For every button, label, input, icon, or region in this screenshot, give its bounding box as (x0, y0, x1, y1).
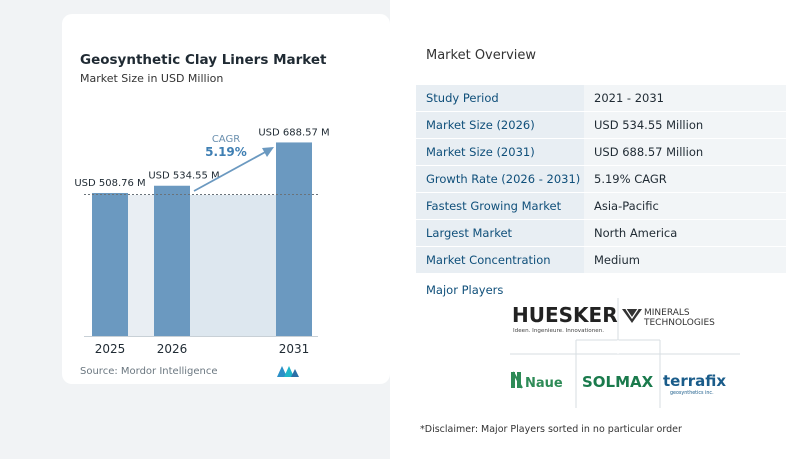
cagr-label: CAGR (212, 134, 240, 145)
projection-area (190, 194, 276, 336)
overview-key: Study Period (416, 85, 584, 111)
minerals-technologies-logo-icon (622, 309, 642, 323)
major-players-logos: HUESKER Ideen. Ingenieure. Innovationen.… (510, 298, 740, 408)
category-label: 2031 (279, 342, 310, 356)
category-label: 2026 (157, 342, 188, 356)
overview-row: Market Size (2026) USD 534.55 Million (416, 111, 786, 138)
naue-logo: Naue (525, 376, 563, 391)
overview-key: Market Concentration (416, 247, 584, 273)
overview-table: Study Period 2021 - 2031 Market Size (2026… (416, 84, 786, 273)
terrafix-tagline: geosynthetics inc. (670, 390, 714, 396)
data-label: USD 688.57 M (258, 127, 329, 138)
bar-2026 (154, 185, 190, 336)
overview-value: 5.19% CAGR (584, 166, 786, 192)
overview-row: Market Size (2031) USD 688.57 Million (416, 138, 786, 165)
left-panel: USD 508.76 M USD 534.55 M USD 688.57 M 2025… (0, 0, 390, 459)
overview-value: 2021 - 2031 (584, 85, 786, 111)
overview-row: Growth Rate (2026 - 2031) 5.19% CAGR (416, 165, 786, 192)
chart-title: Geosynthetic Clay Liners Market (80, 52, 327, 68)
huesker-logo: HUESKER (512, 303, 618, 327)
right-panel: Market Overview Study Period 2021 - 2031 M… (390, 0, 800, 459)
overview-value: Asia-Pacific (584, 193, 786, 219)
overview-row: Largest Market North America (416, 219, 786, 246)
cagr-arrowhead-icon (262, 147, 274, 157)
solmax-logo: SOLMAX (582, 373, 654, 391)
mordor-logo-icon (277, 366, 299, 377)
category-label: 2025 (95, 342, 126, 356)
disclaimer: *Disclaimer: Major Players sorted in no … (420, 424, 682, 435)
overview-value: USD 534.55 Million (584, 112, 786, 138)
data-label: USD 534.55 M (148, 171, 219, 182)
overview-value: Medium (584, 247, 786, 273)
overview-row: Study Period 2021 - 2031 (416, 84, 786, 111)
players-title: Major Players (426, 283, 504, 297)
overview-value: USD 688.57 Million (584, 139, 786, 165)
overview-key: Fastest Growing Market (416, 193, 584, 219)
overview-key: Growth Rate (2026 - 2031) (416, 166, 584, 192)
source-text: Source: Mordor Intelligence (80, 366, 218, 377)
cagr-value: 5.19% (205, 145, 247, 159)
terrafix-logo: terrafix (663, 372, 726, 390)
chart-card: USD 508.76 M USD 534.55 M USD 688.57 M 2025… (62, 14, 390, 384)
chart-subtitle: Market Size in USD Million (80, 72, 224, 85)
overview-key: Market Size (2026) (416, 112, 584, 138)
overview-key: Largest Market (416, 220, 584, 246)
overview-row: Fastest Growing Market Asia-Pacific (416, 192, 786, 219)
cagr-arrow (193, 149, 270, 192)
minerals-logo-line1: MINERALS (644, 308, 690, 318)
huesker-tagline: Ideen. Ingenieure. Innovationen. (513, 328, 604, 334)
bar-2025 (92, 192, 128, 336)
data-label: USD 508.76 M (74, 178, 145, 189)
overview-title: Market Overview (426, 48, 537, 63)
overview-key: Market Size (2031) (416, 139, 584, 165)
overview-value: North America (584, 220, 786, 246)
minerals-logo-line2: TECHNOLOGIES (643, 318, 715, 328)
gap-area (128, 194, 154, 336)
overview-row: Market Concentration Medium (416, 246, 786, 273)
bar-2031 (276, 142, 312, 336)
naue-logo-icon (511, 371, 523, 389)
